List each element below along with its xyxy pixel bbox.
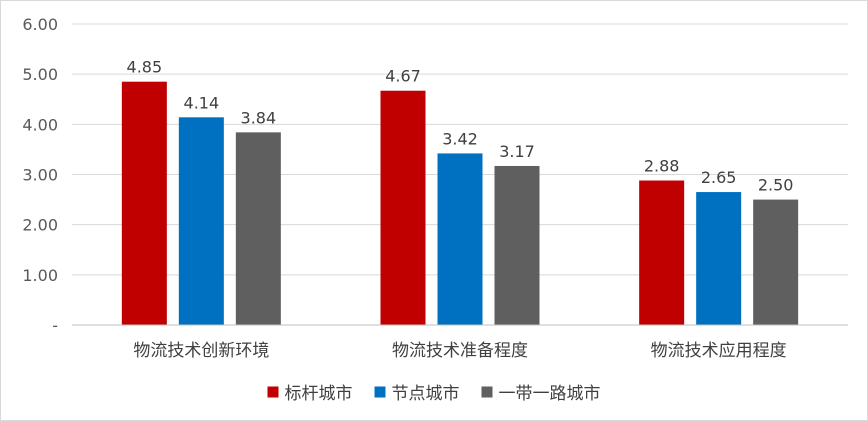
legend-label: 节点城市 [392, 384, 460, 404]
x-category-label: 物流技术创新环境 [133, 341, 269, 361]
bar-1-2 [380, 90, 426, 325]
data-label: 3.42 [442, 129, 478, 148]
category-labels: 物流技术创新环境 物流技术准备程度 物流技术应用程度 [133, 341, 786, 361]
data-label: 2.65 [701, 168, 737, 187]
legend-label: 标杆城市 [285, 384, 353, 404]
y-tick-label: 1.00 [22, 266, 58, 285]
y-axis-tick-labels: - 1.00 2.00 3.00 4.00 5.00 6.00 [22, 15, 58, 335]
x-category-label: 物流技术应用程度 [651, 341, 787, 361]
legend-label: 一带一路城市 [499, 384, 601, 404]
data-label: 4.67 [385, 67, 421, 86]
legend-swatch [267, 386, 279, 398]
y-tick-label: 3.00 [22, 166, 58, 185]
y-tick-label: 6.00 [22, 15, 58, 34]
bar-3-1 [235, 132, 281, 325]
bar-2-3 [696, 192, 742, 325]
y-tick-label: - [52, 316, 58, 335]
data-label: 3.84 [241, 108, 277, 127]
y-tick-label: 4.00 [22, 115, 58, 134]
bar-1-1 [121, 81, 167, 325]
bar-1-3 [639, 180, 685, 325]
x-category-label: 物流技术准备程度 [392, 341, 528, 361]
legend: 标杆城市 节点城市 一带一路城市 [267, 384, 601, 404]
data-label: 4.14 [184, 93, 220, 112]
bar-3-2 [494, 165, 540, 325]
data-label: 3.17 [499, 142, 535, 161]
data-label: 2.50 [758, 176, 794, 195]
legend-swatch [374, 386, 386, 398]
bar-2-2 [437, 153, 483, 325]
data-labels: 4.85 4.14 3.84 4.67 3.42 3.17 2.88 2.65 2.50 [127, 58, 794, 195]
data-label: 4.85 [127, 58, 163, 77]
legend-swatch [481, 386, 493, 398]
y-tick-label: 5.00 [22, 65, 58, 84]
bar-2-1 [178, 117, 224, 325]
y-tick-label: 2.00 [22, 216, 58, 235]
bars [121, 81, 799, 325]
data-label: 2.88 [644, 157, 680, 176]
bar-3-3 [753, 199, 799, 325]
